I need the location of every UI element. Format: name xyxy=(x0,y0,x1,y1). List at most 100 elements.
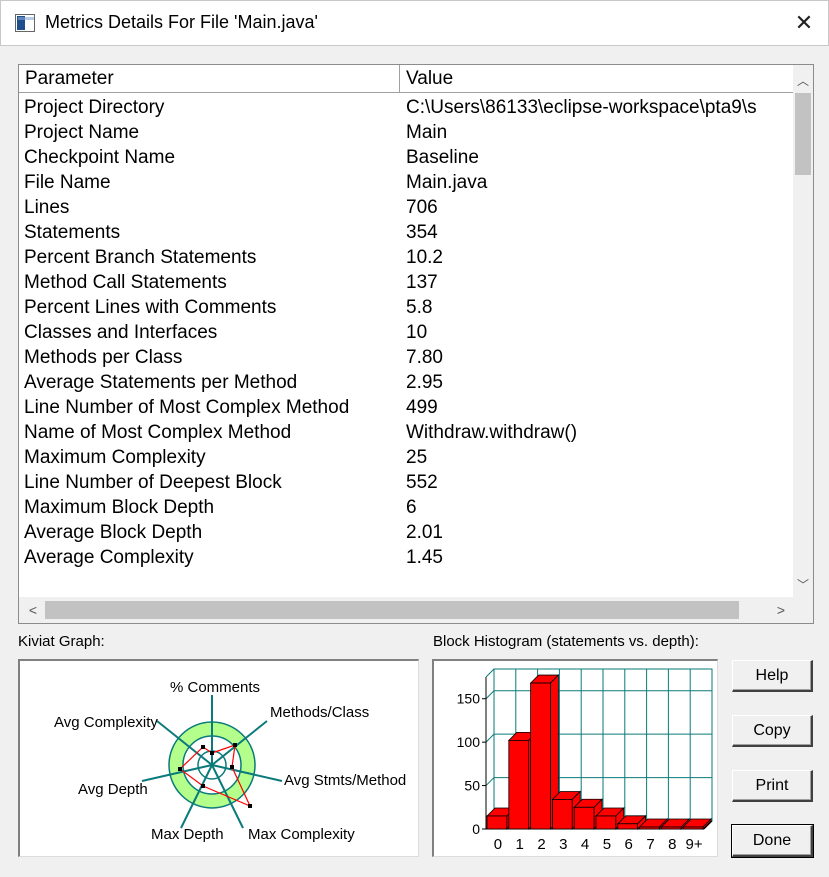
parameter-cell: Average Statements per Method xyxy=(24,372,298,393)
table-row[interactable]: Lines 706 xyxy=(19,195,795,220)
table-row[interactable]: Project Name Main xyxy=(19,120,795,145)
scroll-right-icon[interactable]: > xyxy=(776,602,786,618)
value-cell: 25 xyxy=(406,447,428,468)
parameter-cell: Project Directory xyxy=(24,97,165,118)
table-row[interactable]: Checkpoint Name Baseline xyxy=(19,145,795,170)
parameter-cell: Line Number of Most Complex Method xyxy=(24,397,350,418)
column-header-value[interactable]: Value xyxy=(406,68,454,89)
column-header-parameter[interactable]: Parameter xyxy=(19,65,400,93)
parameter-cell: Average Block Depth xyxy=(24,522,203,543)
kiviat-axis-labels: % Comments Methods/Class Avg Stmts/Metho… xyxy=(54,679,406,843)
parameter-cell: Project Name xyxy=(24,122,140,143)
parameter-cell: File Name xyxy=(24,172,111,193)
value-cell: 7.80 xyxy=(406,347,443,368)
table-row[interactable]: Project Directory C:\Users\86133\eclipse-… xyxy=(19,95,795,120)
table-row[interactable]: Average Statements per Method 2.95 xyxy=(19,370,795,395)
parameter-cell: Name of Most Complex Method xyxy=(24,422,292,443)
value-cell: 2.01 xyxy=(406,522,443,543)
scroll-left-icon[interactable]: < xyxy=(28,602,38,618)
value-cell: Withdraw.withdraw() xyxy=(406,422,578,443)
metrics-table: Parameter Value Project Directory C:\User… xyxy=(18,64,814,624)
table-row[interactable]: Statements 354 xyxy=(19,220,795,245)
table-row[interactable]: Method Call Statements 137 xyxy=(19,270,795,295)
histogram-x-tick-label: 0 xyxy=(494,836,502,853)
histogram-x-tick-label: 2 xyxy=(537,836,545,853)
horizontal-scroll-thumb[interactable] xyxy=(45,601,739,619)
parameter-cell: Maximum Block Depth xyxy=(24,497,215,518)
print-button[interactable]: Print xyxy=(732,770,813,802)
table-row[interactable]: Name of Most Complex Method Withdraw.with… xyxy=(19,420,795,445)
parameter-cell: Classes and Interfaces xyxy=(24,322,218,343)
kiviat-polygon xyxy=(179,744,252,808)
parameter-cell: Statements xyxy=(24,222,121,243)
histogram-x-tick-label: 7 xyxy=(646,836,654,853)
parameter-cell: Lines xyxy=(24,197,70,218)
help-button[interactable]: Help xyxy=(732,660,813,692)
table-row[interactable]: Line Number of Most Complex Method 499 xyxy=(19,395,795,420)
kiviat-graph-panel: % Comments Methods/Class Avg Stmts/Metho… xyxy=(18,659,419,857)
value-cell: Main.java xyxy=(406,172,488,193)
copy-button[interactable]: Copy xyxy=(732,715,813,747)
app-icon xyxy=(15,14,35,32)
histogram-bar xyxy=(682,818,712,830)
value-cell: 552 xyxy=(406,472,438,493)
parameter-cell: Maximum Complexity xyxy=(24,447,206,468)
table-row[interactable]: Classes and Interfaces 10 xyxy=(19,320,795,345)
table-row[interactable]: Maximum Block Depth 6 xyxy=(19,495,795,520)
window-title: Metrics Details For File 'Main.java' xyxy=(45,12,318,32)
table-row[interactable]: Percent Lines with Comments 5.8 xyxy=(19,295,795,320)
parameter-cell: Checkpoint Name xyxy=(24,147,176,168)
value-cell: 10 xyxy=(406,322,428,343)
vertical-scroll-thumb[interactable] xyxy=(795,93,811,175)
histogram-bar xyxy=(660,818,691,830)
value-cell: 1.45 xyxy=(406,547,443,568)
table-row[interactable]: Maximum Complexity 25 xyxy=(19,445,795,470)
vertical-scrollbar[interactable]: ︿ ﹀ xyxy=(793,65,813,597)
value-cell: 5.8 xyxy=(406,297,433,318)
kiviat-label-max-complexity: Max Complexity xyxy=(248,826,355,843)
value-cell: 6 xyxy=(406,497,417,518)
parameter-cell: Method Call Statements xyxy=(24,272,227,293)
value-cell: Main xyxy=(406,122,448,143)
table-row[interactable]: Line Number of Deepest Block 552 xyxy=(19,470,795,495)
table-row[interactable]: Methods per Class 7.80 xyxy=(19,345,795,370)
value-cell: Baseline xyxy=(406,147,479,168)
value-cell: 499 xyxy=(406,397,438,418)
histogram-y-tick-label: 100 xyxy=(457,734,481,750)
table-row[interactable]: Average Complexity 1.45 xyxy=(19,545,795,570)
kiviat-graph: % Comments Methods/Class Avg Stmts/Metho… xyxy=(54,679,406,843)
title-bar: Metrics Details For File 'Main.java' ✕ xyxy=(0,0,829,46)
table-row[interactable]: Percent Branch Statements 10.2 xyxy=(19,245,795,270)
parameter-cell: Line Number of Deepest Block xyxy=(24,472,282,493)
kiviat-label-max-depth: Max Depth xyxy=(151,826,224,843)
value-cell: 2.95 xyxy=(406,372,443,393)
kiviat-label-methods-class: Methods/Class xyxy=(270,704,369,721)
table-header: Parameter Value xyxy=(19,65,795,93)
scroll-down-icon[interactable]: ﹀ xyxy=(796,578,809,592)
value-cell: C:\Users\86133\eclipse-workspace\pta9\s xyxy=(406,97,757,118)
scroll-up-icon[interactable]: ︿ xyxy=(796,74,809,88)
kiviat-label-comments: % Comments xyxy=(170,679,260,696)
kiviat-label-avg-stmts-method: Avg Stmts/Method xyxy=(284,772,406,789)
histogram-x-tick-label: 4 xyxy=(581,836,589,853)
horizontal-scrollbar[interactable]: < > xyxy=(19,597,813,623)
value-cell: 137 xyxy=(406,272,438,293)
histogram-x-tick-label: 5 xyxy=(603,836,611,853)
table-row[interactable]: File Name Main.java xyxy=(19,170,795,195)
table-body: Project Directory C:\Users\86133\eclipse-… xyxy=(19,95,795,597)
histogram-y-tick-label: 0 xyxy=(472,821,480,837)
table-row[interactable]: Average Block Depth 2.01 xyxy=(19,520,795,545)
kiviat-label-avg-complexity: Avg Complexity xyxy=(54,714,158,731)
histogram-y-tick-label: 150 xyxy=(457,691,481,707)
parameter-cell: Percent Branch Statements xyxy=(24,247,257,268)
histogram-x-tick-label: 6 xyxy=(625,836,633,853)
parameter-cell: Average Complexity xyxy=(24,547,194,568)
kiviat-label-avg-depth: Avg Depth xyxy=(78,781,148,798)
done-button[interactable]: Done xyxy=(731,824,814,858)
value-cell: 10.2 xyxy=(406,247,443,268)
parameter-cell: Methods per Class xyxy=(24,347,183,368)
close-icon[interactable]: ✕ xyxy=(794,10,814,35)
parameter-cell: Percent Lines with Comments xyxy=(24,297,277,318)
histogram-x-tick-label: 8 xyxy=(668,836,676,853)
